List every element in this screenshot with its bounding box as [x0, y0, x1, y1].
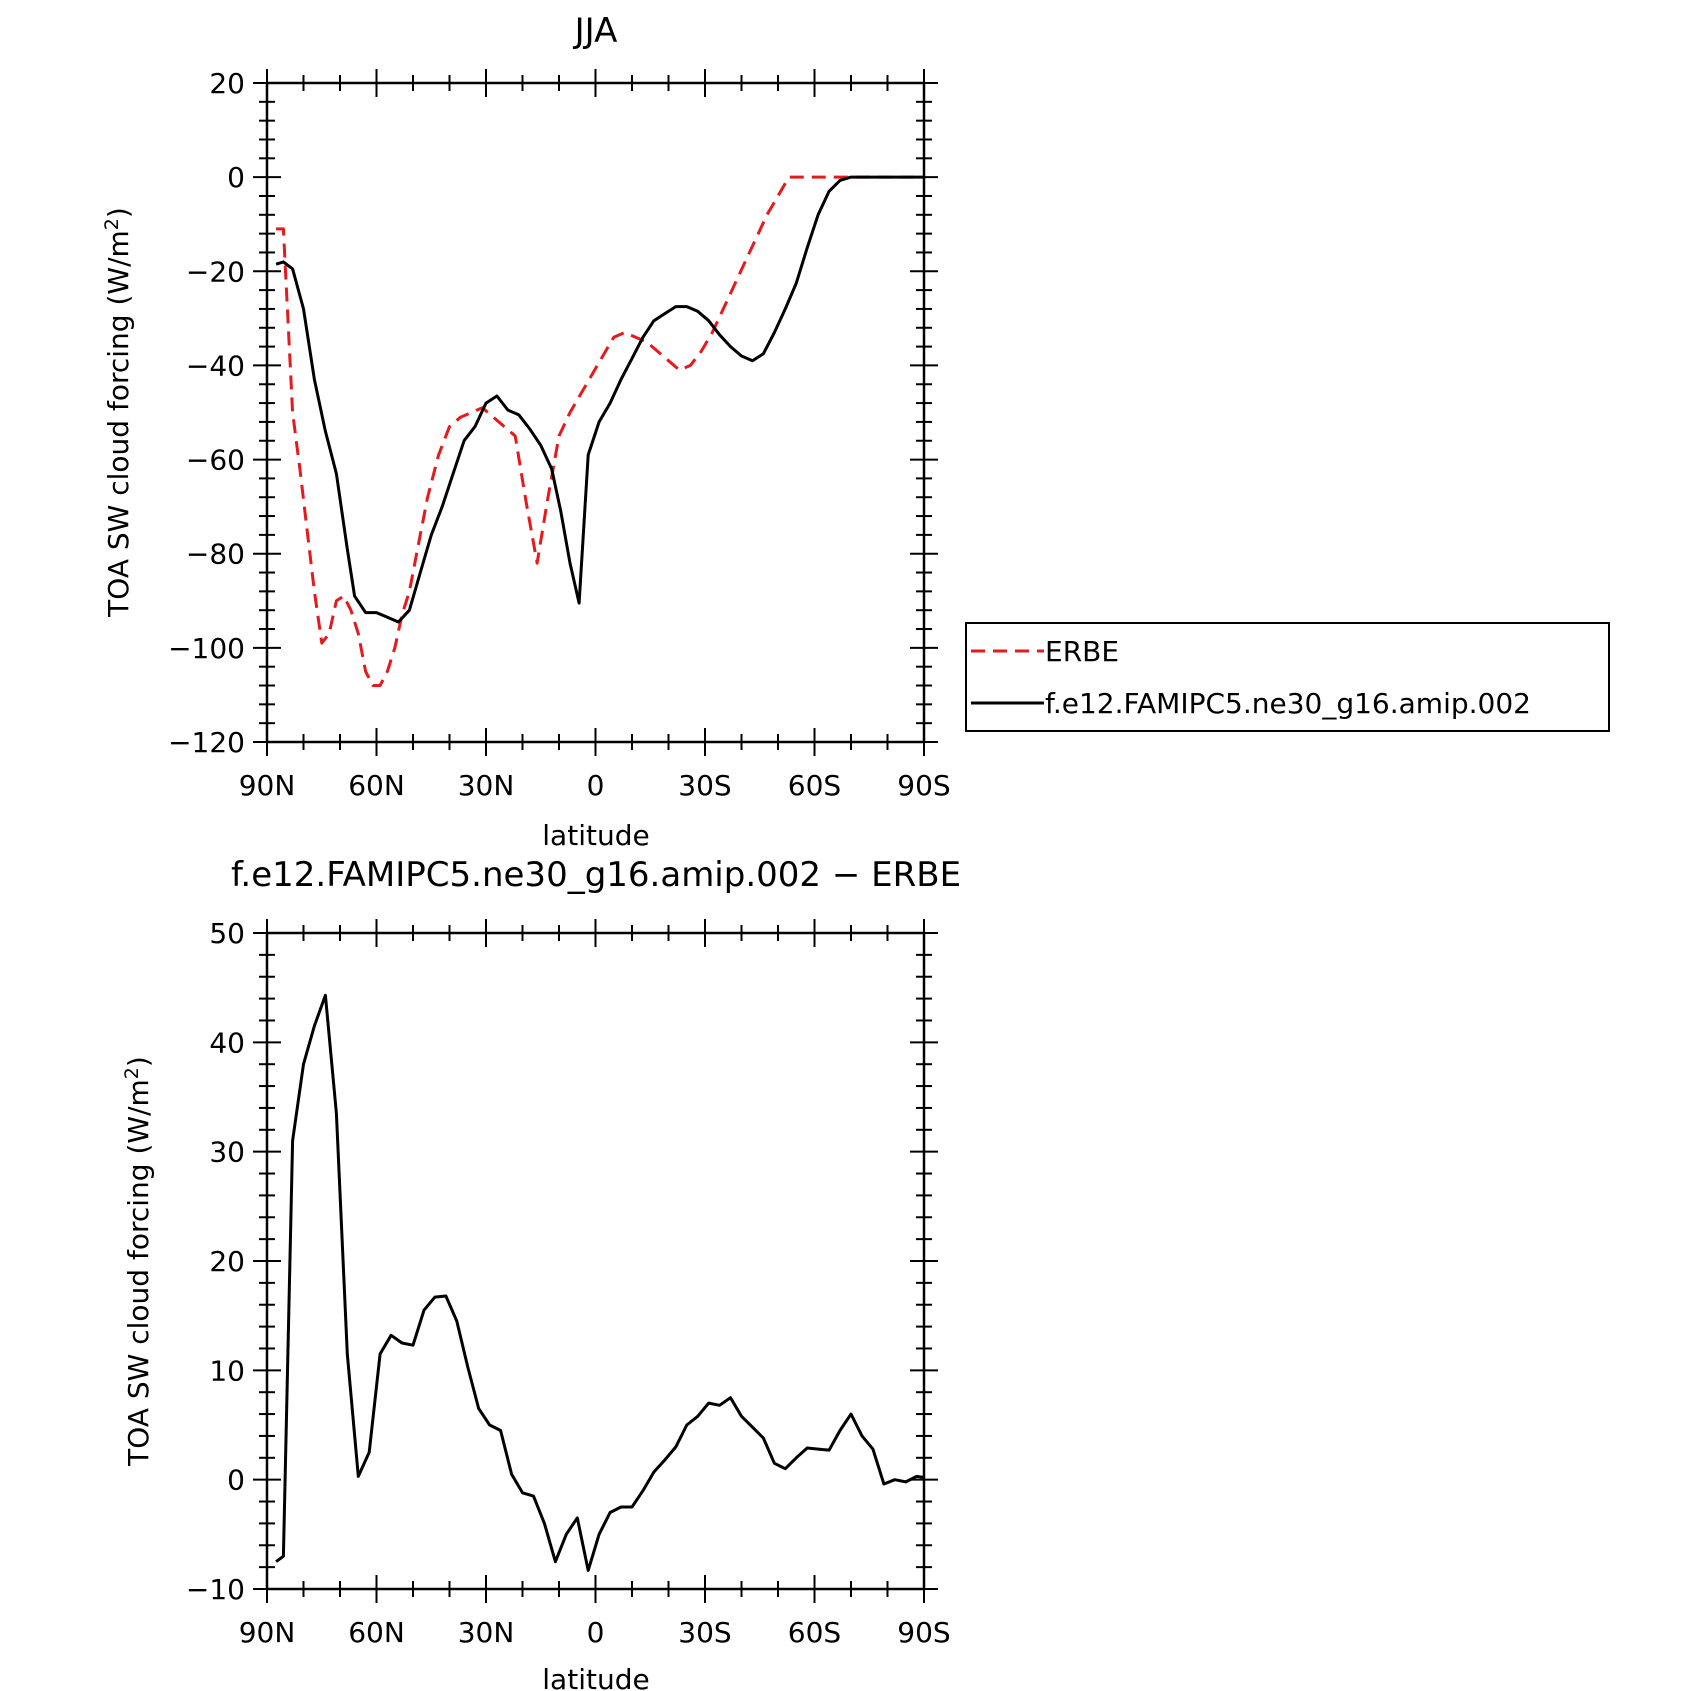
legend-label-erbe: ERBE [1045, 635, 1119, 668]
y-axis-label-top-close: ) [102, 207, 135, 218]
y-tick-label: 20 [209, 1245, 245, 1278]
series-lines-bottom [275, 993, 925, 1572]
plot-frame-top [265, 81, 926, 744]
y-tick-label: −120 [168, 726, 245, 759]
y-axis-label-bottom-sup: 2 [121, 1067, 143, 1079]
x-tick-label: 0 [587, 769, 605, 802]
x-tick-label: 90N [239, 1616, 296, 1649]
x-tick-labels-bottom: 90N 60N 30N 0 30S 60S 90S [239, 1616, 951, 1649]
y-axis-label-top-text: TOA SW cloud forcing (W/m [102, 230, 135, 618]
panel-top: JJA −120 −100 −80 −60 −40 −20 0 20 90N 60N 30N 0 30… [101, 11, 1610, 852]
legend-label-model: f.e12.FAMIPC5.ne30_g16.amip.002 [1045, 687, 1531, 720]
x-tick-label: 90N [239, 769, 296, 802]
y-tick-label: 50 [209, 917, 245, 950]
x-axis-label-bottom: latitude [542, 1663, 649, 1691]
y-tick-label: 40 [209, 1026, 245, 1059]
chart-title-bottom: f.e12.FAMIPC5.ne30_g16.amip.002 − ERBE [231, 855, 961, 895]
y-tick-label: −80 [186, 538, 245, 571]
x-tick-label: 30N [458, 769, 515, 802]
y-tick-label: 30 [209, 1136, 245, 1169]
x-tick-label: 60N [348, 769, 405, 802]
x-tick-labels-top: 90N 60N 30N 0 30S 60S 90S [239, 769, 951, 802]
y-tick-label: −60 [186, 444, 245, 477]
x-tick-label: 30N [458, 1616, 515, 1649]
y-axis-label-bottom-close: ) [122, 1056, 155, 1067]
x-axis-label-top: latitude [542, 819, 649, 852]
y-axis-label-bottom: TOA SW cloud forcing (W/m2) [121, 1056, 155, 1467]
y-tick-label: −100 [168, 632, 245, 665]
y-tick-labels-top: −120 −100 −80 −60 −40 −20 0 20 [168, 67, 245, 759]
y-tick-label: 10 [209, 1354, 245, 1387]
x-tick-label: 90S [897, 1616, 950, 1649]
series-line-difference [275, 993, 925, 1572]
y-tick-label: −20 [186, 255, 245, 288]
y-tick-labels-bottom: −10 0 10 20 30 40 50 [186, 917, 245, 1606]
panel-bottom: f.e12.FAMIPC5.ne30_g16.amip.002 − ERBE −… [121, 855, 961, 1691]
x-tick-label: 0 [587, 1616, 605, 1649]
y-axis-label-top: TOA SW cloud forcing (W/m2) [101, 207, 135, 618]
tick-marks-bottom [253, 919, 938, 1603]
x-tick-label: 30S [678, 1616, 731, 1649]
y-axis-label-bottom-text: TOA SW cloud forcing (W/m [122, 1079, 155, 1467]
x-tick-label: 60S [788, 1616, 841, 1649]
y-tick-label: 0 [227, 161, 245, 194]
x-tick-label: 60N [348, 1616, 405, 1649]
series-line-erbe [276, 175, 921, 687]
y-tick-label: 20 [209, 67, 245, 100]
y-axis-label-top-sup: 2 [101, 218, 123, 230]
y-tick-label: 0 [227, 1464, 245, 1497]
legend-box [965, 622, 1610, 732]
x-tick-label: 30S [678, 769, 731, 802]
series-line-f-e12-famipc5-ne30-g16-amip-002 [275, 175, 924, 624]
tick-marks-top [253, 69, 938, 756]
legend: ERBE f.e12.FAMIPC5.ne30_g16.amip.002 [965, 622, 1610, 732]
plot-frame-bottom [265, 931, 926, 1591]
y-tick-label: −40 [186, 349, 245, 382]
x-tick-label: 90S [897, 769, 950, 802]
x-tick-label: 60S [788, 769, 841, 802]
series-lines-top [275, 175, 924, 687]
y-tick-label: −10 [186, 1573, 245, 1606]
chart-title-top: JJA [573, 11, 618, 51]
